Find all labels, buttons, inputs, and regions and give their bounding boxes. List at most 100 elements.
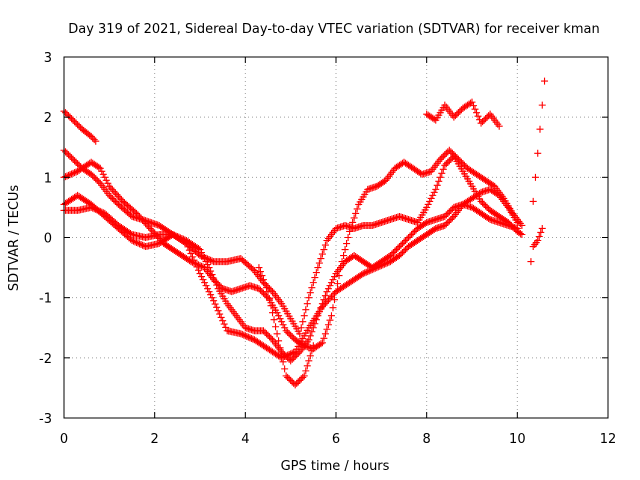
data-point <box>105 191 121 207</box>
y-tick-label: 0 <box>44 232 52 247</box>
data-point <box>468 98 484 124</box>
data-point <box>468 189 484 202</box>
data-point <box>477 186 493 196</box>
data-point <box>382 166 397 184</box>
data-point <box>223 300 239 318</box>
data-point <box>187 258 207 271</box>
data-point <box>60 168 80 181</box>
data-point <box>255 264 270 292</box>
data-point <box>74 191 94 207</box>
data-point <box>332 260 348 278</box>
data-point <box>486 206 502 219</box>
data-point <box>210 297 230 331</box>
data-point <box>237 255 257 273</box>
data-point <box>373 258 393 272</box>
data-point <box>323 273 338 296</box>
data-point <box>182 240 202 274</box>
x-tick-label: 4 <box>241 432 249 447</box>
data-point <box>101 212 121 231</box>
x-tick-label: 0 <box>60 432 68 447</box>
data-point <box>495 191 511 209</box>
data-point <box>287 349 302 365</box>
data-point <box>250 336 270 352</box>
data-point <box>196 246 212 269</box>
data-point <box>87 170 103 186</box>
data-point <box>395 235 411 251</box>
data-point <box>518 221 526 229</box>
data-point <box>173 249 193 265</box>
data-point <box>468 203 484 216</box>
data-point <box>450 202 465 220</box>
data-point <box>538 224 546 232</box>
data-point <box>482 176 497 189</box>
data-point <box>359 264 379 278</box>
data-point <box>291 326 311 356</box>
y-tick-label: 1 <box>44 171 52 186</box>
x-tick-label: 8 <box>423 432 431 447</box>
data-point <box>232 312 248 330</box>
data-point <box>518 230 526 238</box>
data-point <box>250 267 266 285</box>
x-axis-label: GPS time / hours <box>281 459 390 474</box>
data-point <box>74 159 94 175</box>
data-point <box>259 327 275 342</box>
data-point <box>395 244 411 260</box>
data-point <box>534 149 542 157</box>
data-point <box>278 348 298 362</box>
data-point <box>291 373 307 389</box>
data-point <box>223 327 243 337</box>
data-point <box>346 271 366 287</box>
data-point <box>414 231 429 245</box>
data-point <box>423 110 438 123</box>
data-point <box>133 209 153 231</box>
data-point <box>196 270 216 302</box>
chart-title: Day 319 of 2021, Sidereal Day-to-day VTE… <box>68 22 600 37</box>
data-point <box>105 182 125 204</box>
data-point <box>92 137 100 145</box>
data-point <box>405 238 420 251</box>
y-tick-label: -1 <box>39 292 52 307</box>
data-point <box>96 164 112 187</box>
data-point <box>223 255 243 266</box>
data-point <box>228 285 243 296</box>
data-point <box>450 106 465 121</box>
data-point <box>531 173 539 181</box>
data-point <box>205 264 221 289</box>
data-point <box>477 209 493 222</box>
data-point <box>534 228 545 245</box>
data-point <box>538 101 546 109</box>
data-point <box>423 225 438 238</box>
data-point <box>536 125 544 133</box>
y-tick-label: 2 <box>44 111 52 126</box>
data-point <box>237 330 257 343</box>
data-point <box>309 342 317 350</box>
data-point <box>78 125 94 139</box>
data-point <box>529 239 540 251</box>
data-point <box>314 241 329 272</box>
data-point <box>432 165 447 193</box>
data-point <box>386 244 402 260</box>
data-point <box>405 226 420 241</box>
data-point <box>386 253 402 266</box>
data-point <box>346 205 361 235</box>
y-tick-label: -2 <box>39 352 52 367</box>
data-point <box>405 215 420 226</box>
data-point <box>87 158 103 171</box>
data-point <box>454 155 470 171</box>
data-point <box>300 347 316 380</box>
data-point <box>541 77 549 85</box>
data-point <box>495 122 503 130</box>
y-axis-label: SDTVAR / TECUs <box>7 185 22 292</box>
y-tick-label: 3 <box>44 51 52 66</box>
data-point <box>210 258 230 266</box>
x-tick-label: 6 <box>332 432 340 447</box>
data-point <box>441 205 456 220</box>
data-point <box>486 110 502 128</box>
data-point <box>214 285 230 305</box>
data-point <box>350 252 366 265</box>
data-point <box>278 300 293 320</box>
data-point <box>305 269 320 302</box>
data-point <box>513 224 521 232</box>
